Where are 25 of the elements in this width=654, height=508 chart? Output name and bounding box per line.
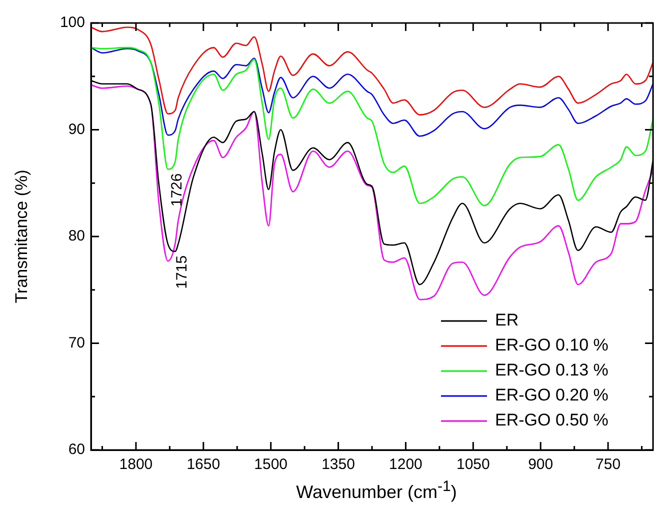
y-tick-label: 80	[68, 228, 85, 245]
legend-label: ER	[495, 310, 519, 330]
x-axis-title: Wavenumber (cm$^{-1}$)	[295, 478, 458, 503]
legend-label: ER-GO 0.50 %	[495, 410, 608, 430]
line-series	[91, 26, 653, 116]
annotation: 1715	[173, 255, 190, 289]
x-tick-label: 1500	[254, 456, 288, 474]
legend-label: ER-GO 0.13 %	[495, 360, 608, 380]
line-series	[91, 46, 653, 137]
y-tick-label: 70	[68, 334, 85, 352]
x-tick-label: 1050	[456, 456, 490, 474]
legend-label: ER-GO 0.20 %	[495, 386, 608, 405]
x-tick-label: 1350	[322, 456, 355, 474]
x-tick-label: 1200	[389, 456, 422, 474]
y-tick-label: 60	[68, 441, 85, 458]
y-tick-label: 90	[68, 120, 85, 138]
line-series	[91, 46, 653, 206]
x-tick-label: 1650	[186, 456, 220, 474]
y-tick-label: 100	[60, 14, 85, 32]
y-axis-title: Transmitance (%)	[12, 170, 31, 304]
x-tick-label: 900	[528, 456, 554, 474]
legend-label: ER-GO 0.10 %	[495, 336, 608, 355]
annotation: 1726	[168, 173, 186, 207]
x-tick-label: 1800	[119, 456, 153, 474]
x-tick-label: 750	[596, 456, 621, 474]
